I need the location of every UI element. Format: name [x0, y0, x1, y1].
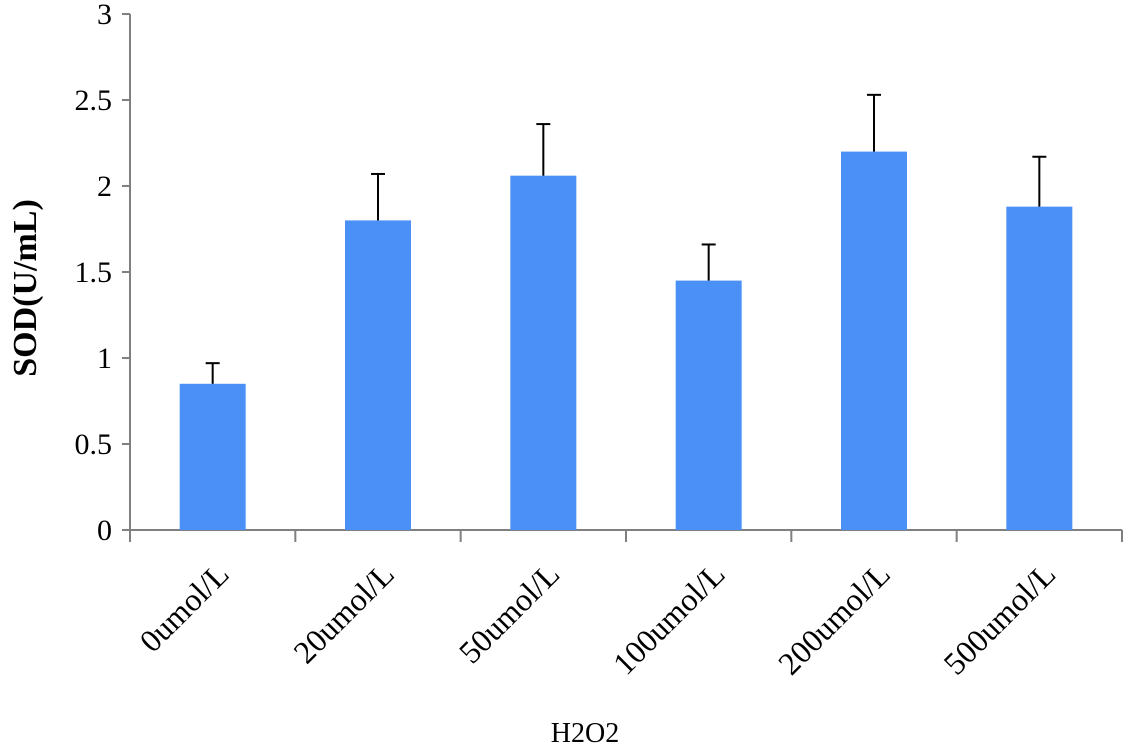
bar [841, 151, 907, 530]
y-tick-label: 1.5 [75, 256, 113, 289]
y-tick-label: 2 [97, 170, 112, 203]
bar [179, 383, 246, 530]
x-category-label: 20umol/L [286, 555, 401, 670]
plot-area: 0 0.5 1 1.5 2 2.5 3 0umol/L 20umol/L 50umol/L 100u… [75, 0, 1123, 682]
bar [510, 175, 577, 530]
bar [1006, 206, 1073, 530]
x-category-label: 500umol/L [936, 555, 1062, 681]
x-category-label: 0umol/L [132, 555, 235, 658]
y-tick-label: 1 [97, 342, 112, 375]
x-category-label: 200umol/L [771, 555, 897, 681]
bar [675, 280, 742, 530]
y-tick-label: 0.5 [75, 428, 113, 461]
bar [345, 220, 411, 530]
y-axis-title: SOD(U/mL) [7, 199, 44, 377]
y-tick-label: 0 [97, 514, 112, 547]
y-tick-label: 2.5 [75, 84, 113, 117]
y-tick-label: 3 [97, 0, 112, 31]
x-category-label: 100umol/L [606, 555, 732, 681]
x-category-label: 50umol/L [452, 555, 567, 670]
x-axis-title: H2O2 [551, 718, 619, 748]
